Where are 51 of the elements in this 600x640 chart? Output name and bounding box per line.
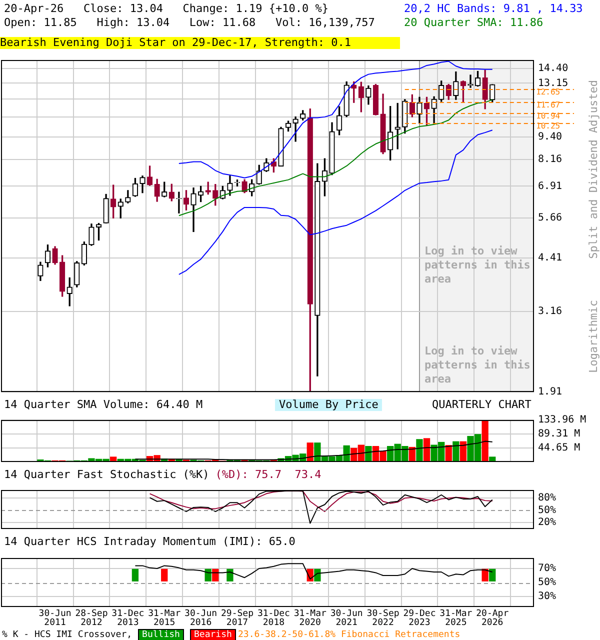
x-tick-label: 30-Jun 2016 [184,608,218,628]
x-tick-label: 29-Dec 2023 [403,608,436,628]
x-tick-label: 31-Mar 2020 [294,608,327,628]
text: 14 Quarter Fast Stochastic (%K) [4,468,210,481]
x-tick-label: 30-Jun 2021 [330,608,363,628]
y-tick-label: 14.40 [538,63,568,74]
text: Logarithmic [587,300,600,373]
text: Bullish [138,629,184,640]
legend-title: % K - HCS IMI Crossover, [2,630,132,640]
text: Bearish Evening Doji Star on 29-Dec-17, Strength: 0.1 [0,36,400,49]
x-tick-label: 20-Apr 2026 [476,608,510,628]
x-tick-label: 29-Sep 2017 [220,608,254,628]
text: 20 Quarter SMA: 11.86 [404,16,544,29]
x-tick-label: 31-Mar 2015 [148,608,182,628]
chart-subtitle: Open: 11.85 High: 13.04 Low: 11.68 Vol: 16,139,757 [4,16,375,29]
x-tick-label: 31-Dec 2013 [112,608,144,628]
y-tick-label: 80% [538,492,556,504]
annotation: Log in to view patterns in this area [424,244,530,286]
x-tick-label: 30-Jun 2011 [38,608,72,628]
x-tick-label: 31-Mar 2025 [440,608,473,628]
y-tick-label: 89.31 M [538,428,580,440]
annotation: Log in to view patterns in this area [424,344,530,386]
text: QUARTERLY CHART [432,398,532,411]
text: Bearish [190,629,236,640]
y-tick-label: 30% [538,591,556,602]
y-tick-label: 13.15 [538,78,568,89]
y-tick-label: 4.41 [538,252,562,264]
x-tick-label: 28-Sep 2012 [75,608,108,628]
y-tick-label: 50% [538,504,556,516]
ref-line-label: 10.94 [536,112,560,121]
text: 23.6-38.2-50-61.8% Fibonacci Retracements [238,630,460,640]
y-tick-label: 9.40 [538,132,562,143]
y-tick-label: 8.16 [538,154,562,166]
chart-title: 20-Apr-26 Close: 13.04 Change: 1.19 {+10.0 %} [4,2,329,15]
y-tick-label: 1.91 [538,386,562,398]
y-tick-label: 20% [538,517,556,528]
chart-title: 14 Quarter HCS Intraday Momentum (IMI): 65.0 [4,535,296,548]
y-tick-label: 3.16 [538,306,562,318]
y-axis-title: Split and Dividend Adjusted [587,80,600,259]
y-tick-label: 50% [538,577,556,588]
y-tick-label: 5.66 [538,212,562,224]
chart-title: 14 Quarter SMA Volume: 64.40 M [4,398,203,411]
y-tick-label: 70% [538,563,556,574]
text: 20,2 HC Bands: 9.81 , 14.33 [404,2,583,15]
series-label: (%D): 75.7 73.4 [215,468,322,481]
y-tick-label: 44.65 M [538,442,580,454]
text: Volume By Price [275,398,382,411]
x-tick-label: 30-Sep 2022 [366,608,400,628]
x-tick-label: 31-Dec 2018 [257,608,290,628]
y-tick-label: 6.91 [538,180,562,192]
y-tick-label: 133.96 M [538,414,586,426]
